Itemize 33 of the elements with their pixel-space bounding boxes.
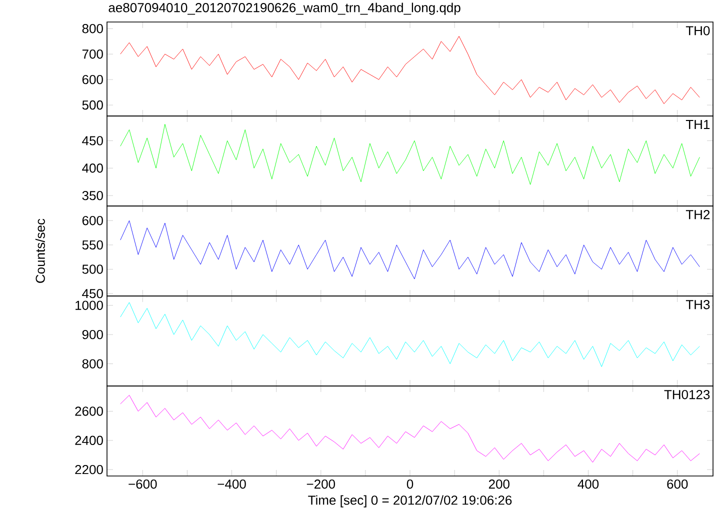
x-axis-title: Time [sec] 0 = 2012/07/02 19:06:26 bbox=[308, 495, 512, 508]
y-tick-label: 700 bbox=[82, 49, 103, 59]
y-tick-label: 900 bbox=[82, 330, 103, 340]
y-tick-label: 2400 bbox=[75, 436, 103, 446]
series-label: TH1 bbox=[686, 120, 710, 129]
x-tick-label: −400 bbox=[218, 480, 246, 489]
x-tick-label: −200 bbox=[306, 480, 336, 489]
y-tick-label: 350 bbox=[82, 190, 103, 200]
x-tick-label: 400 bbox=[578, 480, 599, 489]
text: TH0123 bbox=[664, 390, 710, 400]
y-tick-label: 450 bbox=[82, 136, 103, 146]
x-tick-label: 0 bbox=[406, 480, 414, 489]
line-series bbox=[120, 36, 700, 104]
text: TH2 bbox=[686, 210, 710, 220]
y-tick-label: 400 bbox=[82, 164, 103, 173]
y-tick-label: 500 bbox=[82, 100, 103, 110]
y-axis-title: Counts/sec bbox=[35, 218, 45, 283]
text: TH0 bbox=[686, 26, 710, 36]
y-tick-label: 800 bbox=[82, 359, 103, 368]
y-tick-label: 550 bbox=[82, 240, 103, 250]
y-tick-label: 800 bbox=[82, 24, 103, 34]
x-tick-label: 200 bbox=[488, 480, 510, 489]
y-tick-label: 450 bbox=[82, 288, 103, 298]
y-tick-label: 600 bbox=[82, 74, 103, 84]
y-tick-label: 2200 bbox=[75, 464, 103, 474]
chart-title: ae807094010_20120702190626_wam0_trn_4band_long.qdp bbox=[108, 2, 460, 15]
text: TH3 bbox=[686, 300, 710, 310]
x-tick-label: −600 bbox=[128, 480, 157, 489]
y-tick-label: 2600 bbox=[75, 406, 103, 416]
x-tick-label: 600 bbox=[667, 480, 688, 489]
y-tick-label: 1000 bbox=[76, 300, 103, 310]
y-tick-label: 500 bbox=[82, 264, 103, 274]
y-tick-label: 600 bbox=[82, 216, 103, 226]
